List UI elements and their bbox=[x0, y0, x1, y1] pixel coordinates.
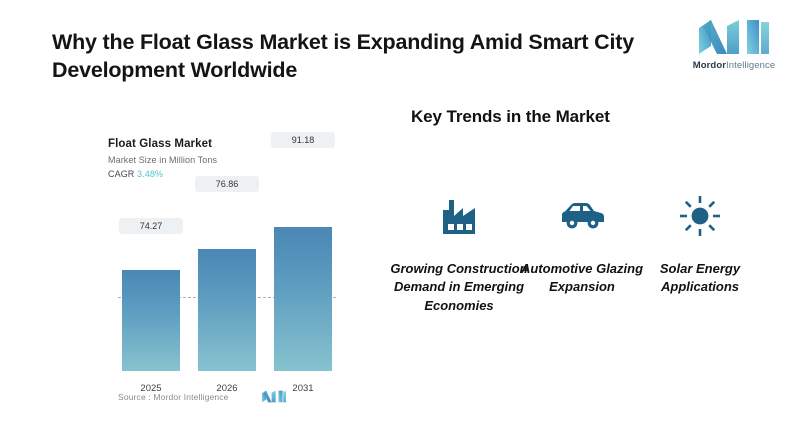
mordor-intelligence-mark-icon bbox=[699, 20, 769, 54]
x-tick-label: 2026 bbox=[216, 383, 238, 394]
bar[interactable] bbox=[198, 249, 256, 371]
trend-item-construction: Growing Construction Demand in Emerging … bbox=[384, 190, 534, 315]
sun-icon-svg bbox=[680, 196, 720, 236]
chart-title: Float Glass Market bbox=[108, 138, 213, 150]
factory-icon-svg bbox=[443, 200, 475, 234]
bar-value-label: 76.86 bbox=[195, 176, 259, 192]
bar-group-2: 91.18 bbox=[271, 132, 335, 371]
cagr-label: CAGR bbox=[108, 169, 135, 179]
trend-label: Solar Energy Applications bbox=[659, 261, 741, 295]
float-glass-market-chart: Float Glass Market Market Size in Millio… bbox=[108, 132, 338, 408]
source-text: Source : Mordor Intelligence bbox=[118, 391, 229, 402]
bar-value-label: 74.27 bbox=[119, 218, 183, 234]
factory-icon bbox=[384, 190, 534, 242]
chart-subtitle: Market Size in Million Tons bbox=[108, 155, 218, 165]
trend-label: Growing Construction Demand in Emerging … bbox=[390, 261, 528, 313]
bar[interactable] bbox=[274, 227, 332, 371]
chart-x-axis: 2025 2026 2031 bbox=[118, 383, 338, 399]
brand-logo: MordorIntelligence bbox=[686, 18, 782, 71]
sun-icon bbox=[625, 190, 775, 242]
page-title: Why the Float Glass Market is Expanding … bbox=[52, 30, 634, 83]
cagr-value: 3.48% bbox=[137, 169, 164, 179]
bar-group-0: 74.27 bbox=[119, 218, 183, 371]
logo-wordmark: MordorIntelligence bbox=[686, 60, 782, 71]
trend-label: Automotive Glazing Expansion bbox=[520, 261, 644, 295]
car-icon bbox=[507, 190, 657, 242]
bar-value-label: 91.18 bbox=[271, 132, 335, 148]
car-icon-svg bbox=[562, 203, 604, 229]
logo-word-intelligence: Intelligence bbox=[726, 60, 776, 71]
source-logo-icon bbox=[261, 390, 286, 403]
bar[interactable] bbox=[122, 270, 180, 371]
chart-plot-area: 74.27 76.86 91.18 bbox=[118, 132, 338, 371]
logo-word-mordor: Mordor bbox=[692, 60, 727, 71]
trend-item-solar: Solar Energy Applications bbox=[625, 190, 775, 297]
x-tick-label: 2031 bbox=[292, 383, 314, 394]
chart-cagr: CAGR 3.48% bbox=[108, 169, 338, 179]
bar-group-1: 76.86 bbox=[195, 176, 259, 371]
trends-heading: Key Trends in the Market bbox=[411, 107, 610, 126]
x-tick-label: 2025 bbox=[140, 383, 162, 394]
chart-source: Source : Mordor Intelligence bbox=[118, 390, 348, 403]
trend-item-automotive: Automotive Glazing Expansion bbox=[507, 190, 657, 297]
